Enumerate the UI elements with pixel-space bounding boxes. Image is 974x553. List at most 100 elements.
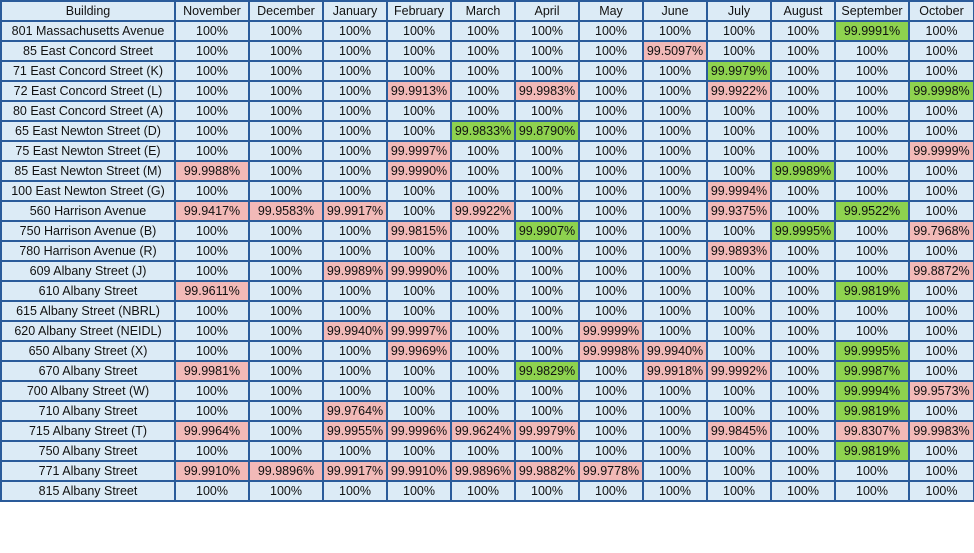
uptime-cell: 100% [386,400,452,422]
uptime-cell-red: 99.9998% [578,340,644,362]
uptime-cell-red: 99.9893% [706,240,772,262]
building-name-cell: 650 Albany Street (X) [0,340,176,362]
uptime-cell-red: 99.9994% [706,180,772,202]
column-header-december: December [248,0,324,22]
uptime-cell: 100% [908,460,974,482]
uptime-cell: 100% [450,300,516,322]
uptime-cell: 100% [322,220,388,242]
uptime-cell: 100% [578,420,644,442]
uptime-cell: 100% [514,40,580,62]
uptime-cell: 100% [770,240,836,262]
uptime-cell: 100% [706,440,772,462]
uptime-cell: 100% [450,60,516,82]
uptime-cell: 100% [706,260,772,282]
uptime-cell: 100% [386,40,452,62]
uptime-cell: 100% [770,80,836,102]
uptime-cell: 100% [706,140,772,162]
uptime-cell: 100% [770,120,836,142]
uptime-cell: 100% [908,360,974,382]
uptime-cell: 100% [514,340,580,362]
uptime-cell: 100% [770,140,836,162]
uptime-cell: 100% [908,160,974,182]
table-row: 85 East Concord Street 100% 100% 100% 100% 10… [0,40,974,62]
uptime-cell: 100% [770,280,836,302]
uptime-cell-red: 99.9417% [174,200,250,222]
table-row: 750 Harrison Avenue (B) 100% 100% 100% 99.98… [0,220,974,242]
uptime-cell: 100% [386,20,452,42]
building-name-cell: 715 Albany Street (T) [0,420,176,442]
uptime-cell: 100% [322,180,388,202]
uptime-cell-red: 99.9624% [450,420,516,442]
uptime-cell-green: 99.9819% [834,280,910,302]
uptime-cell: 100% [706,120,772,142]
uptime-cell: 100% [174,180,250,202]
uptime-cell: 100% [248,340,324,362]
uptime-cell: 100% [642,200,708,222]
uptime-cell: 100% [248,320,324,342]
uptime-cell: 100% [706,480,772,502]
uptime-cell: 100% [174,60,250,82]
table-row: 610 Albany Street 99.9611% 100% 100% 100% 100… [0,280,974,302]
uptime-cell-green: 99.9994% [834,380,910,402]
uptime-cell: 100% [248,40,324,62]
table-row: 771 Albany Street 99.9910% 99.9896% 99.9917… [0,460,974,482]
table-row: 700 Albany Street (W) 100% 100% 100% 100% 100… [0,380,974,402]
uptime-cell: 100% [770,320,836,342]
table-row: 560 Harrison Avenue 99.9417% 99.9583% 99.99… [0,200,974,222]
table-row: 615 Albany Street (NBRL) 100% 100% 100% 100%… [0,300,974,322]
uptime-cell: 100% [770,180,836,202]
uptime-cell: 100% [450,220,516,242]
table-row: 715 Albany Street (T) 99.9964% 100% 99.9955… [0,420,974,442]
uptime-cell: 100% [248,300,324,322]
building-name-cell: 75 East Newton Street (E) [0,140,176,162]
uptime-cell: 100% [386,280,452,302]
uptime-cell: 100% [322,80,388,102]
uptime-cell: 100% [386,60,452,82]
uptime-cell: 100% [514,300,580,322]
column-header-april: April [514,0,580,22]
uptime-cell: 100% [322,40,388,62]
uptime-cell-red: 99.9583% [248,200,324,222]
uptime-cell: 100% [834,100,910,122]
building-name-cell: 710 Albany Street [0,400,176,422]
uptime-cell: 100% [642,320,708,342]
uptime-cell: 100% [386,180,452,202]
uptime-cell: 100% [578,300,644,322]
uptime-cell: 100% [834,480,910,502]
uptime-cell: 100% [450,320,516,342]
uptime-cell: 100% [908,240,974,262]
table-row: 750 Albany Street 100% 100% 100% 100% 100% 100… [0,440,974,462]
uptime-cell-red: 99.9964% [174,420,250,442]
uptime-cell-red: 99.9896% [450,460,516,482]
uptime-cell: 100% [248,480,324,502]
uptime-cell-red: 99.9375% [706,200,772,222]
uptime-cell-red: 99.8307% [834,420,910,442]
uptime-cell: 100% [248,180,324,202]
uptime-cell: 100% [322,160,388,182]
uptime-cell: 100% [908,440,974,462]
uptime-cell-red: 99.9997% [386,140,452,162]
uptime-cell: 100% [174,220,250,242]
uptime-cell-green: 99.9998% [908,80,974,102]
uptime-cell-green: 99.9991% [834,20,910,42]
uptime-cell-red: 99.9845% [706,420,772,442]
uptime-cell: 100% [450,440,516,462]
uptime-cell-green: 99.9819% [834,400,910,422]
uptime-cell: 100% [248,440,324,462]
uptime-cell-green: 99.8790% [514,120,580,142]
uptime-cell: 100% [642,420,708,442]
uptime-cell: 100% [174,40,250,62]
uptime-cell-red: 99.9990% [386,260,452,282]
uptime-cell: 100% [174,100,250,122]
uptime-cell: 100% [386,360,452,382]
uptime-cell: 100% [322,20,388,42]
uptime-cell: 100% [706,380,772,402]
uptime-cell: 100% [908,280,974,302]
uptime-cell: 100% [834,300,910,322]
uptime-cell: 100% [322,440,388,462]
column-header-january: January [322,0,388,22]
uptime-cell: 100% [514,380,580,402]
uptime-cell-red: 99.9940% [642,340,708,362]
building-name-cell: 750 Albany Street [0,440,176,462]
uptime-cell: 100% [908,120,974,142]
